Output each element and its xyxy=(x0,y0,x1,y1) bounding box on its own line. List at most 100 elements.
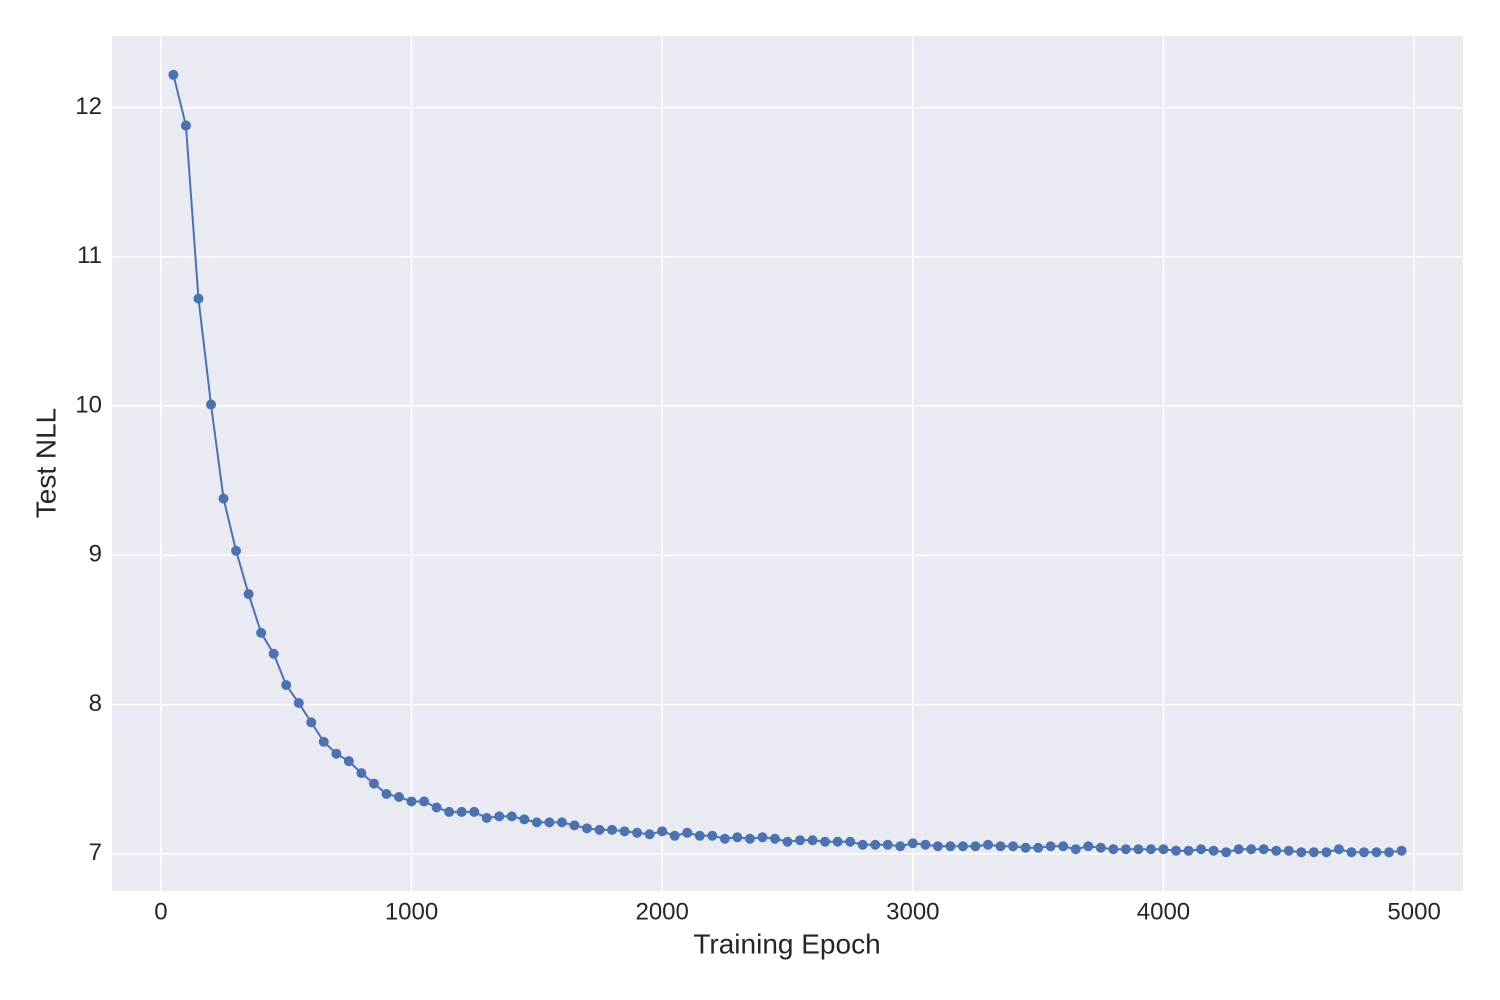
data-point xyxy=(1321,847,1332,858)
data-point xyxy=(1258,844,1269,855)
data-point xyxy=(1120,844,1131,855)
data-point xyxy=(820,836,831,847)
data-point xyxy=(456,806,467,817)
data-point xyxy=(356,768,367,779)
data-point xyxy=(1158,844,1169,855)
data-point xyxy=(1133,844,1144,855)
y-tick-label: 7 xyxy=(89,839,102,866)
data-point xyxy=(945,841,956,852)
data-point xyxy=(231,545,242,556)
data-point xyxy=(368,778,379,789)
data-point xyxy=(882,839,893,850)
y-tick-label: 10 xyxy=(75,391,102,418)
data-point xyxy=(419,796,430,807)
data-point xyxy=(206,399,217,410)
data-point xyxy=(607,824,618,835)
data-point xyxy=(594,824,605,835)
data-point xyxy=(1384,847,1395,858)
data-point xyxy=(193,293,204,304)
data-point xyxy=(1246,844,1257,855)
y-tick-label: 8 xyxy=(89,690,102,717)
data-point xyxy=(1020,842,1031,853)
data-point xyxy=(957,841,968,852)
data-point xyxy=(970,841,981,852)
data-point xyxy=(331,748,342,759)
x-tick-label: 3000 xyxy=(886,898,939,925)
y-tick-label: 11 xyxy=(77,242,102,269)
data-point xyxy=(1008,841,1019,852)
x-tick-label: 1000 xyxy=(385,898,438,925)
data-point xyxy=(519,814,530,825)
data-point xyxy=(318,736,329,747)
data-point xyxy=(932,841,943,852)
data-point xyxy=(1095,842,1106,853)
data-point xyxy=(995,841,1006,852)
x-tick-label: 2000 xyxy=(635,898,688,925)
y-axis-label: Test NLL xyxy=(30,408,61,519)
data-point xyxy=(694,830,705,841)
data-point xyxy=(1058,841,1069,852)
data-point xyxy=(732,832,743,843)
data-point xyxy=(1371,847,1382,858)
data-point xyxy=(506,811,517,822)
data-point xyxy=(857,839,868,850)
data-point xyxy=(556,817,567,828)
data-point xyxy=(1183,845,1194,856)
data-point xyxy=(1145,844,1156,855)
data-point xyxy=(1208,845,1219,856)
data-point xyxy=(481,812,492,823)
data-point xyxy=(769,833,780,844)
data-point xyxy=(1296,847,1307,858)
data-point xyxy=(293,697,304,708)
data-point xyxy=(807,835,818,846)
data-point xyxy=(1045,841,1056,852)
data-point xyxy=(218,493,229,504)
data-point xyxy=(1346,847,1357,858)
data-point xyxy=(795,835,806,846)
data-point xyxy=(682,827,693,838)
data-point xyxy=(1271,845,1282,856)
data-point xyxy=(1083,841,1094,852)
data-point xyxy=(895,841,906,852)
data-point xyxy=(757,832,768,843)
data-point xyxy=(832,836,843,847)
data-point xyxy=(306,717,317,728)
data-point xyxy=(1358,847,1369,858)
data-point xyxy=(719,833,730,844)
data-point xyxy=(870,839,881,850)
data-point xyxy=(845,836,856,847)
data-point xyxy=(644,829,655,840)
data-point xyxy=(920,839,931,850)
data-point xyxy=(907,838,918,849)
y-tick-label: 12 xyxy=(75,93,102,120)
data-point xyxy=(744,833,755,844)
data-point xyxy=(381,789,392,800)
x-axis-label: Training Epoch xyxy=(693,928,880,959)
data-point xyxy=(1283,845,1294,856)
data-point xyxy=(531,817,542,828)
data-point xyxy=(1308,847,1319,858)
x-tick-label: 0 xyxy=(154,898,167,925)
data-point xyxy=(707,830,718,841)
data-point xyxy=(243,589,254,600)
x-tick-label: 5000 xyxy=(1387,898,1440,925)
data-point xyxy=(343,756,354,767)
data-point xyxy=(1196,844,1207,855)
data-point xyxy=(544,817,555,828)
data-point xyxy=(782,836,793,847)
data-point xyxy=(1108,844,1119,855)
data-point xyxy=(1171,845,1182,856)
data-point xyxy=(406,796,417,807)
data-point xyxy=(1233,844,1244,855)
data-point xyxy=(444,806,455,817)
data-point xyxy=(632,827,643,838)
data-point xyxy=(494,811,505,822)
data-point xyxy=(431,802,442,813)
data-point xyxy=(983,839,994,850)
data-point xyxy=(1396,845,1407,856)
data-point xyxy=(569,820,580,831)
data-point xyxy=(256,627,267,638)
data-point xyxy=(1033,842,1044,853)
data-point xyxy=(393,791,404,802)
